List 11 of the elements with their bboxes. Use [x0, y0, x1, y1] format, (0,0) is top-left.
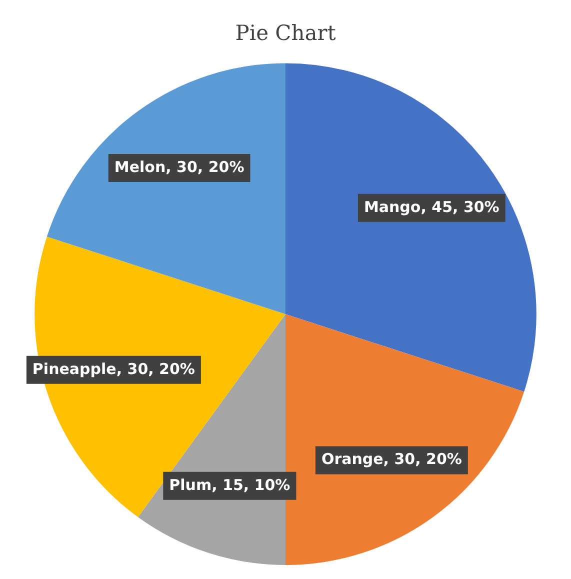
slice-label: Plum — [169, 476, 212, 494]
data-label: , 15, 10% — [212, 476, 290, 494]
slice-label: Pineapple — [32, 360, 116, 378]
data-label: , 30, 20% — [166, 158, 244, 176]
slice-label: Melon — [114, 158, 166, 176]
data-label: , 30, 20% — [383, 450, 462, 468]
slice-label: Orange — [321, 450, 384, 468]
slice-label: Mango — [364, 198, 421, 216]
chart-title: Pie Chart — [235, 21, 336, 46]
data-label: , 45, 30% — [420, 198, 500, 216]
data-label: , 30, 20% — [116, 360, 195, 378]
